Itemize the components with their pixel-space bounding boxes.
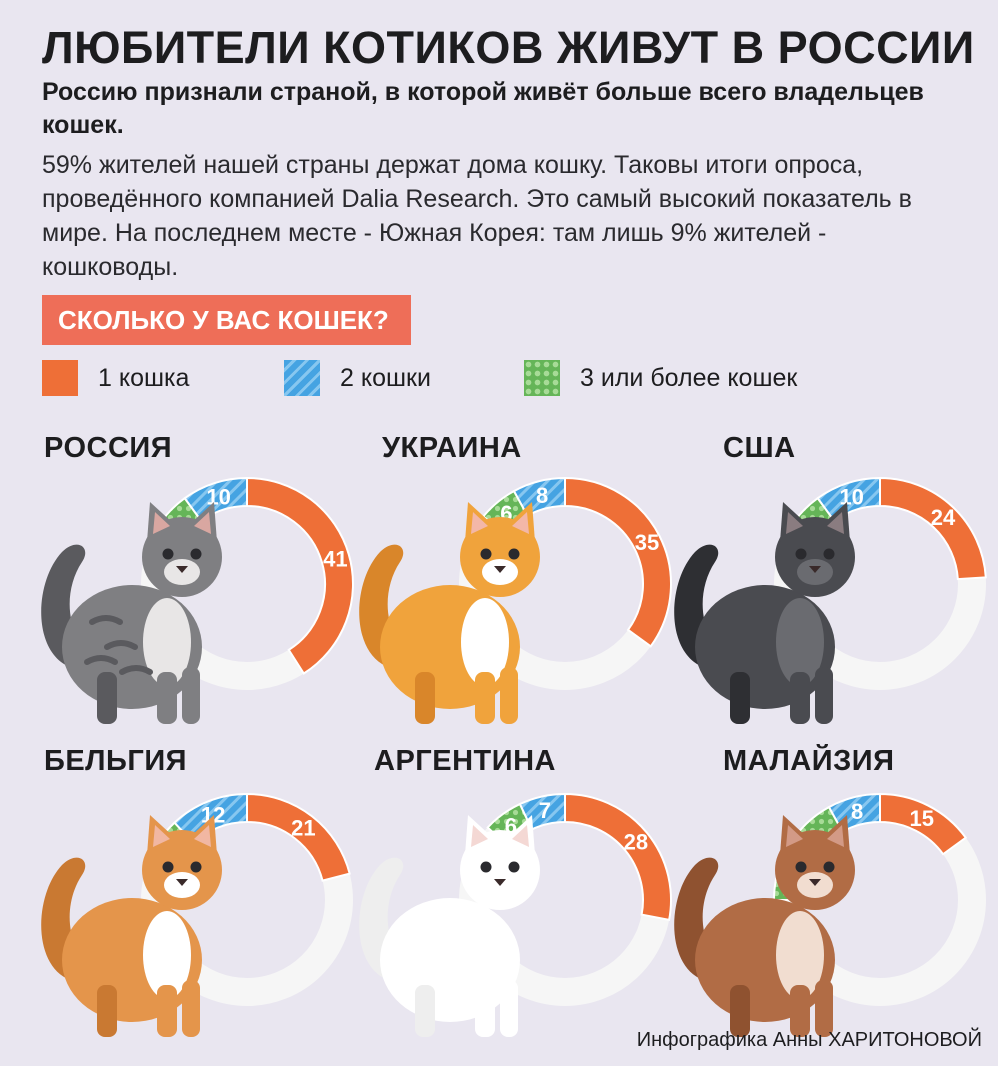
- legend-label: 2 кошки: [340, 364, 431, 392]
- donut-value-label: 35: [635, 530, 659, 555]
- legend-swatch-green: [524, 360, 560, 396]
- donut-value-label: 28: [624, 829, 648, 854]
- cat-illustration: [674, 502, 855, 724]
- donut-segment-one-cat: [564, 476, 672, 648]
- subtitle: Россию признали страной, в которой живёт…: [42, 78, 924, 139]
- country-panel: БЕЛЬГИЯ 21129: [22, 745, 353, 1045]
- donut-segment-two-cats: [512, 476, 566, 518]
- donut-segment-one-cat: [246, 476, 354, 675]
- country-name: РОССИЯ: [44, 432, 173, 464]
- legend-swatch-orange: [42, 360, 78, 396]
- country-panel: РОССИЯ 41108: [22, 432, 354, 732]
- donut-value-label: 8: [536, 483, 548, 508]
- country-name: БЕЛЬГИЯ: [44, 745, 188, 777]
- legend: 1 кошка 2 кошки 3 или более кошек: [42, 360, 942, 404]
- country-name: МАЛАЙЗИЯ: [723, 745, 895, 777]
- donut-segment-one-cat: [879, 476, 987, 581]
- credit: Инфографика Анны ХАРИТОНОВОЙ: [636, 1029, 982, 1051]
- country-panel: АРГЕНТИНА 28 7 6: [340, 745, 672, 1045]
- cat-illustration: [359, 815, 540, 1037]
- country-name: УКРАИНА: [382, 432, 522, 464]
- country-panel: УКРАИНА 35 8 6: [340, 432, 672, 732]
- donut-chart: 41108: [41, 476, 354, 724]
- legend-label: 3 или более кошек: [580, 364, 798, 392]
- donut-chart: 21129: [41, 792, 353, 1037]
- legend-item-three-plus-cats: 3 или более кошек: [524, 360, 797, 396]
- donut-chart: 24109: [674, 476, 987, 724]
- donut-segment-one-cat: [564, 792, 672, 922]
- donut-segment-one-cat: [246, 792, 351, 882]
- legend-swatch-blue: [284, 360, 320, 396]
- country-panel: США 24109: [655, 432, 987, 732]
- cat-illustration: [674, 815, 855, 1037]
- donut-value-label: 8: [851, 799, 863, 824]
- legend-label: 1 кошка: [98, 364, 190, 392]
- donut-chart: 15817: [674, 792, 986, 1037]
- question-banner: СКОЛЬКО У ВАС КОШЕК?: [42, 295, 411, 345]
- country-panel: МАЛАЙЗИЯ 15817: [655, 745, 986, 1045]
- legend-item-two-cats: 2 кошки: [284, 360, 431, 396]
- country-name: США: [723, 432, 796, 464]
- donut-value-label: 24: [931, 505, 956, 530]
- donut-value-label: 7: [539, 798, 551, 823]
- donut-value-label: 41: [323, 546, 347, 571]
- country-name: АРГЕНТИНА: [374, 745, 556, 777]
- donut-value-label: 15: [910, 806, 934, 831]
- cat-illustration: [41, 502, 222, 724]
- cat-illustration: [359, 502, 540, 724]
- body-text: 59% жителей нашей страны держат дома кош…: [42, 151, 912, 281]
- cat-illustration: [41, 815, 222, 1037]
- donut-segment-one-cat: [879, 792, 968, 856]
- page-title: ЛЮБИТЕЛИ КОТИКОВ ЖИВУТ В РОССИИ: [42, 22, 975, 73]
- legend-item-one-cat: 1 кошка: [42, 360, 189, 396]
- donut-value-label: 21: [291, 815, 315, 840]
